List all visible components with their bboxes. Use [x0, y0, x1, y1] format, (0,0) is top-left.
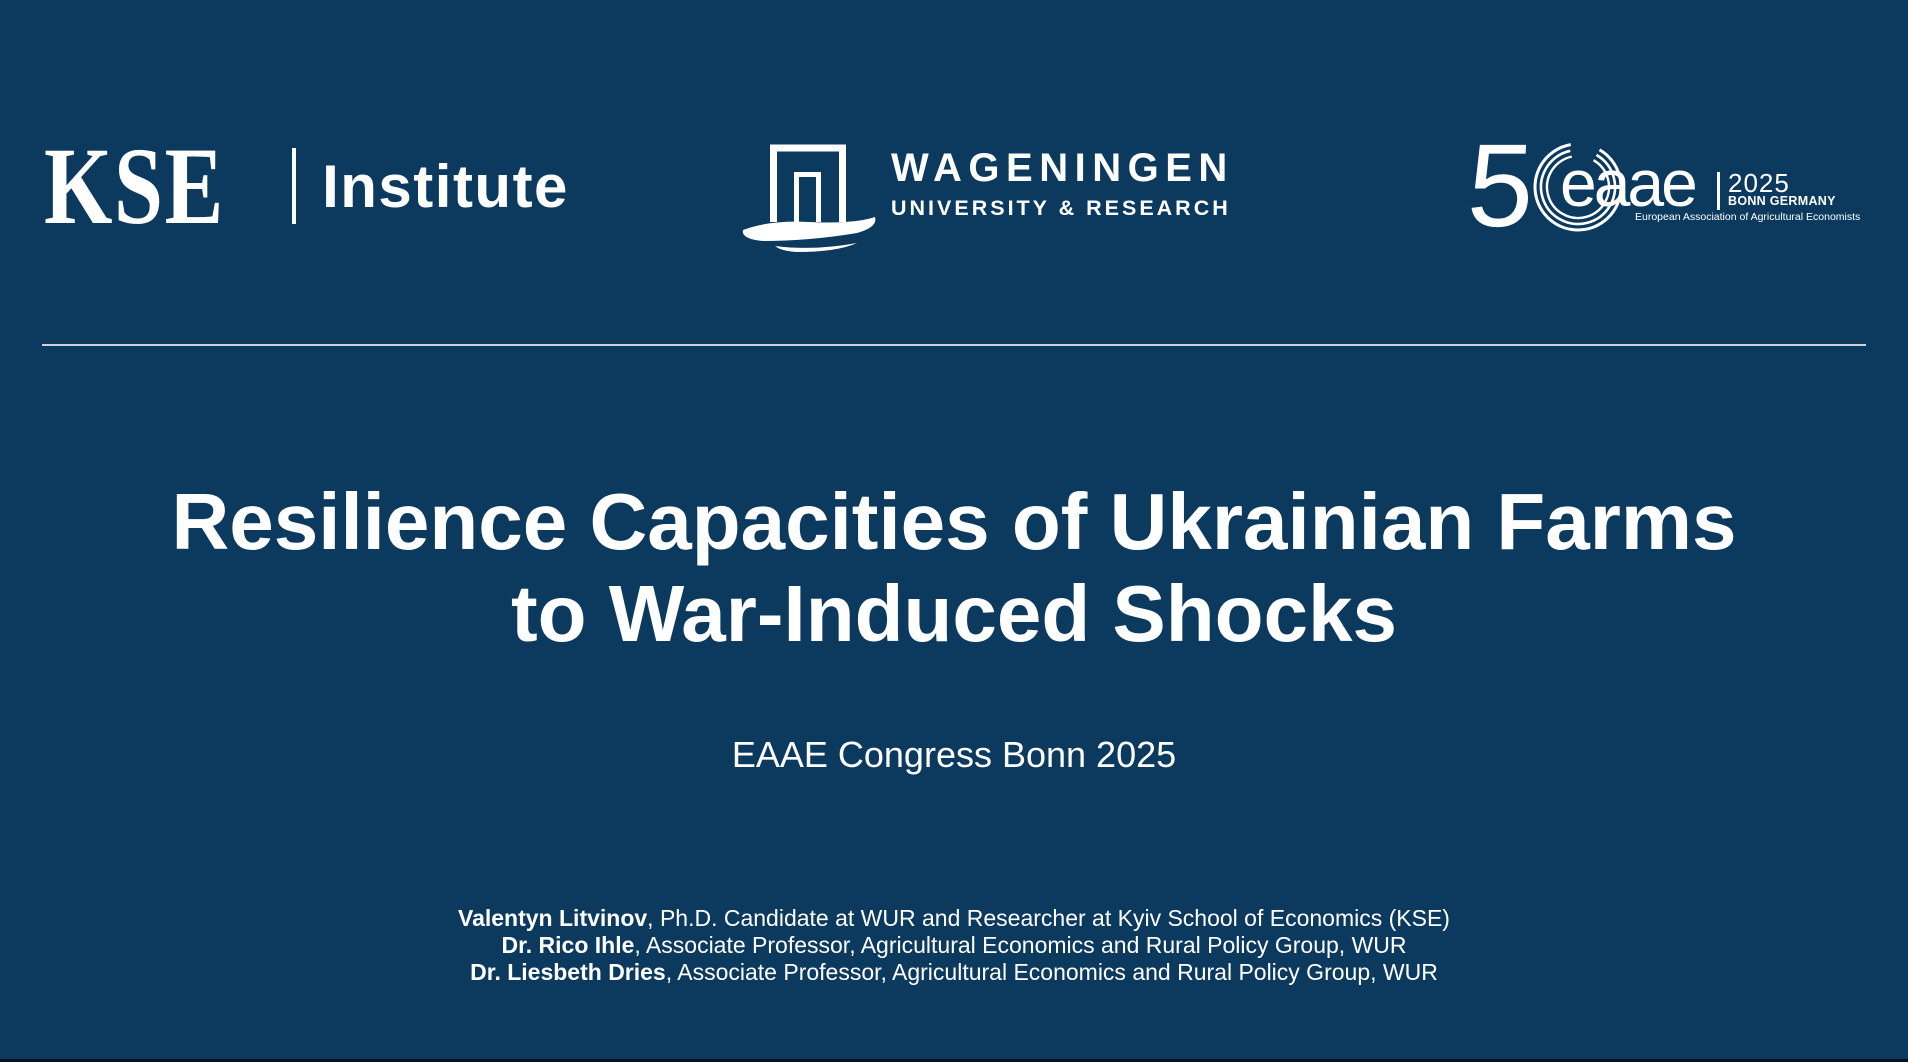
wur-brush-stroke-2 [775, 243, 857, 252]
eaae-divider-bar [1717, 172, 1720, 210]
author-line: Valentyn Litvinov, Ph.D. Candidate at WU… [0, 905, 1908, 932]
author-affiliation: , Ph.D. Candidate at WUR and Researcher … [647, 905, 1450, 931]
author-line: Dr. Liesbeth Dries, Associate Professor,… [0, 959, 1908, 986]
wur-gate-icon [742, 144, 876, 252]
author-name: Valentyn Litvinov [458, 905, 648, 931]
wur-name: WAGENINGEN [891, 146, 1234, 190]
slide-title-line1: Resilience Capacities of Ukrainian Farms [171, 477, 1737, 566]
wur-subname: UNIVERSITY & RESEARCH [891, 196, 1231, 220]
eaae-50-digit: 5 [1464, 120, 1538, 252]
eaae-full-name: European Association of Agricultural Eco… [1635, 211, 1861, 223]
kse-institute-logo: KSE Institute [44, 125, 569, 247]
authors-block: Valentyn Litvinov, Ph.D. Candidate at WU… [0, 905, 1908, 986]
eaae-congress-logo: 5 eaae 2025 BONN GERMANY European Associ… [1464, 120, 1888, 252]
author-line: Dr. Rico Ihle, Associate Professor, Agri… [0, 932, 1908, 959]
wur-gate-outer [770, 144, 846, 222]
author-affiliation: , Associate Professor, Agricultural Econ… [665, 959, 1438, 985]
kse-institute-label: Institute [322, 153, 569, 220]
author-name: Dr. Liesbeth Dries [470, 959, 666, 985]
eaae-city: BONN GERMANY [1728, 194, 1836, 208]
kse-divider-bar [292, 148, 297, 224]
slide-bottom-edge [0, 1059, 1908, 1062]
eaae-year-block: 2025 BONN GERMANY [1728, 170, 1836, 208]
eaae-year: 2025 [1728, 168, 1790, 198]
eaae-acronym: eaae [1560, 146, 1698, 220]
slide-title: Resilience Capacities of Ukrainian Farms… [0, 476, 1908, 660]
eaae-rings-icon [1533, 142, 1623, 232]
kse-wordmark: KSE [44, 125, 225, 247]
wur-wordmark: WAGENINGEN UNIVERSITY & RESEARCH [891, 142, 1234, 220]
wur-brush-stroke [742, 217, 876, 241]
wageningen-logo: WAGENINGEN UNIVERSITY & RESEARCH [739, 142, 1234, 254]
author-name: Dr. Rico Ihle [501, 932, 635, 958]
slide-subtitle: EAAE Congress Bonn 2025 [731, 734, 1177, 775]
slide-title-line2: to War-Induced Shocks [510, 569, 1397, 658]
header-divider-line [42, 344, 1866, 346]
wur-gate-door [794, 172, 821, 222]
author-affiliation: , Associate Professor, Agricultural Econ… [634, 932, 1407, 958]
